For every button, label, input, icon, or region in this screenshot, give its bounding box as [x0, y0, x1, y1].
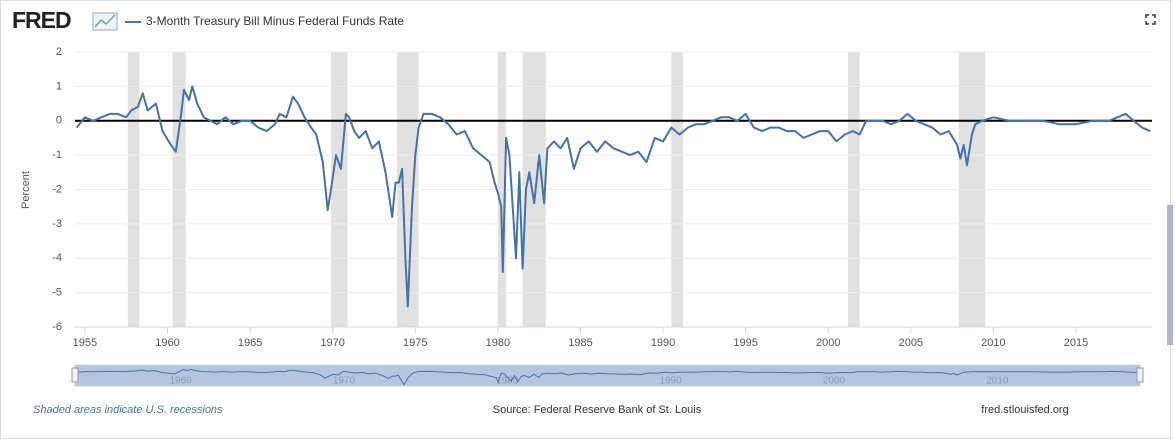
navigator-handle[interactable]	[1136, 367, 1144, 383]
y-tick-label: 0	[56, 115, 62, 127]
navigator-tick-label: 1990	[660, 376, 683, 387]
y-tick-label: 2	[56, 46, 62, 58]
legend-label: 3-Month Treasury Bill Minus Federal Fund…	[146, 14, 404, 28]
x-tick-label: 1985	[568, 337, 592, 349]
y-tick-label: -6	[52, 321, 62, 333]
navigator-tick-label: 1980	[496, 376, 519, 387]
series-line	[75, 85, 1151, 308]
navigator-tick-label: 2000	[823, 376, 846, 387]
y-tick-label: -4	[52, 252, 62, 264]
x-tick-label: 1965	[238, 337, 262, 349]
scrollbar[interactable]	[1167, 205, 1173, 345]
x-tick-label: 1995	[733, 337, 757, 349]
source: Source: Federal Reserve Bank of St. Loui…	[493, 404, 702, 416]
x-tick-label: 1970	[320, 337, 344, 349]
x-tick-label: 1990	[651, 337, 675, 349]
x-tick-label: 1960	[155, 337, 179, 349]
logo: FRED	[12, 7, 71, 33]
navigator-tick-label: 1960	[169, 376, 192, 387]
y-tick-label: -3	[52, 218, 62, 230]
logo-icon	[92, 12, 118, 31]
x-tick-label: 2015	[1064, 337, 1088, 349]
navigator-line	[76, 368, 1139, 386]
navigator-tick-label: 1970	[333, 376, 356, 387]
y-tick-label: -1	[52, 149, 62, 161]
y-tick-label: -5	[52, 287, 62, 299]
x-tick-label: 1955	[73, 337, 97, 349]
navigator-tick-label: 2010	[986, 376, 1009, 387]
recession-note[interactable]: Shaded areas indicate U.S. recessions	[33, 404, 223, 416]
site-url[interactable]: fred.stlouisfed.org	[981, 404, 1068, 416]
navigator-handle[interactable]	[71, 367, 79, 383]
x-tick-label: 2005	[899, 337, 923, 349]
x-tick-label: 2010	[981, 337, 1005, 349]
y-tick-label: -2	[52, 183, 62, 195]
x-tick-label: 1980	[486, 337, 510, 349]
y-axis-label: Percent	[20, 171, 32, 209]
x-tick-label: 2000	[816, 337, 840, 349]
x-tick-label: 1975	[403, 337, 427, 349]
y-tick-label: 1	[56, 80, 62, 92]
fullscreen-icon[interactable]	[1145, 14, 1156, 25]
navigator-bg	[74, 364, 1141, 387]
